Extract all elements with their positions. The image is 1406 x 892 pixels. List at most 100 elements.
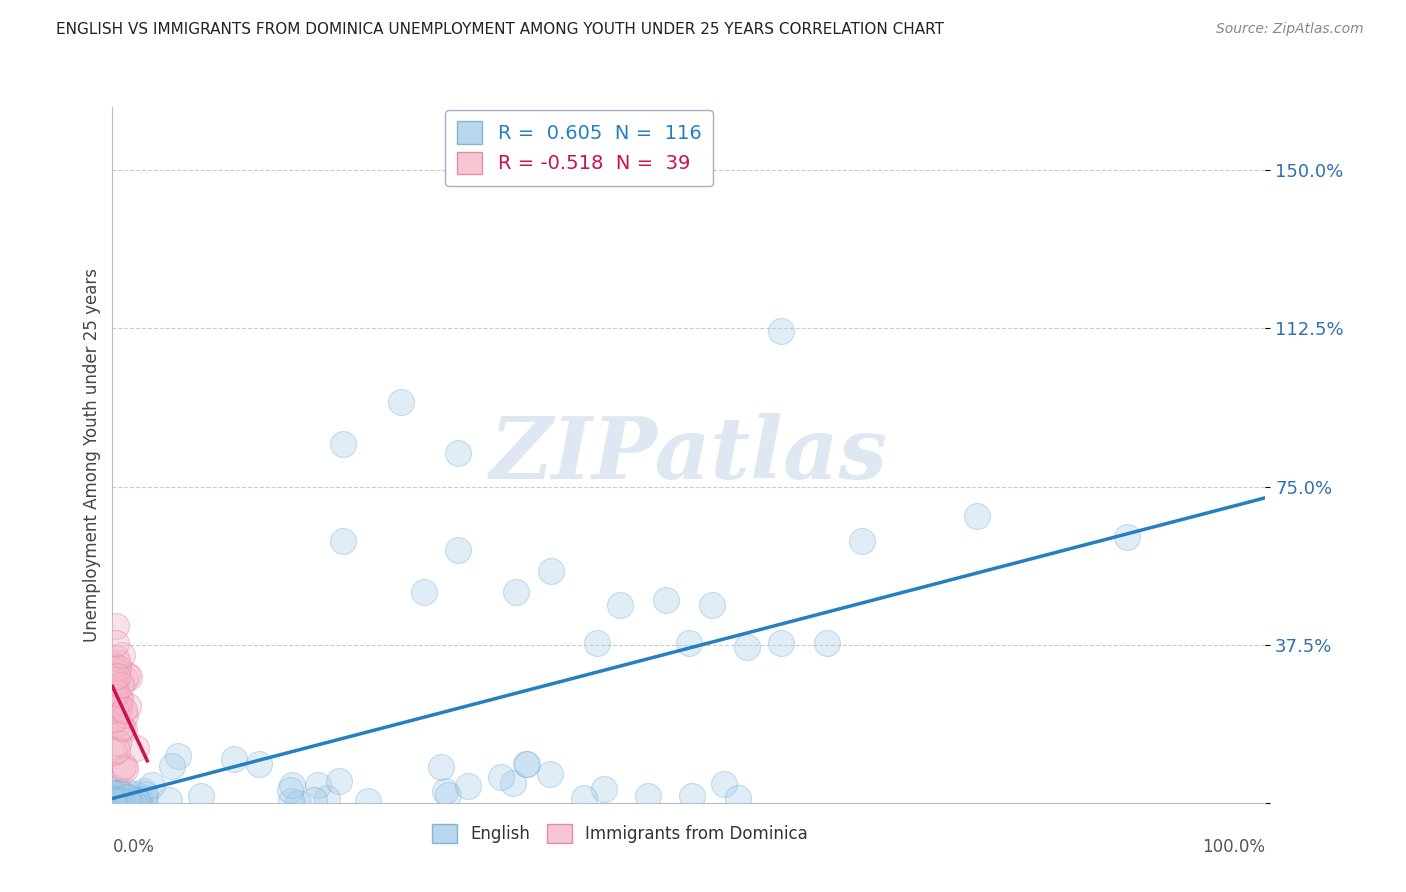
- Point: [222, 752, 245, 766]
- Point: [101, 789, 124, 803]
- Point: [103, 789, 125, 804]
- Point: [103, 794, 125, 808]
- Point: [104, 790, 127, 805]
- Point: [770, 635, 793, 649]
- Point: [127, 794, 149, 808]
- Point: [770, 324, 793, 338]
- Point: [103, 792, 125, 806]
- Point: [111, 785, 134, 799]
- Point: [115, 667, 138, 681]
- Point: [120, 796, 142, 810]
- Text: Source: ZipAtlas.com: Source: ZipAtlas.com: [1216, 22, 1364, 37]
- Point: [115, 784, 138, 798]
- Point: [516, 756, 538, 771]
- Point: [105, 793, 128, 807]
- Point: [585, 635, 607, 649]
- Point: [101, 689, 124, 703]
- Point: [437, 788, 460, 802]
- Point: [114, 762, 136, 776]
- Point: [502, 776, 524, 790]
- Point: [332, 534, 354, 549]
- Point: [247, 757, 270, 772]
- Point: [114, 708, 136, 723]
- Point: [655, 593, 678, 607]
- Point: [134, 790, 156, 805]
- Point: [103, 745, 125, 759]
- Point: [134, 788, 156, 802]
- Point: [132, 783, 155, 797]
- Point: [118, 794, 141, 808]
- Point: [117, 794, 139, 808]
- Point: [713, 777, 735, 791]
- Point: [103, 684, 125, 698]
- Point: [681, 789, 703, 803]
- Point: [316, 791, 339, 805]
- Point: [101, 794, 124, 808]
- Point: [107, 796, 129, 810]
- Point: [103, 673, 125, 687]
- Point: [104, 796, 127, 810]
- Point: [727, 790, 749, 805]
- Point: [110, 793, 132, 807]
- Point: [447, 446, 470, 460]
- Point: [105, 686, 128, 700]
- Text: 100.0%: 100.0%: [1202, 838, 1265, 855]
- Point: [157, 792, 180, 806]
- Point: [105, 792, 128, 806]
- Point: [122, 795, 145, 809]
- Point: [190, 789, 212, 803]
- Point: [105, 794, 128, 808]
- Point: [112, 759, 135, 773]
- Point: [332, 437, 354, 451]
- Point: [278, 783, 301, 797]
- Point: [735, 640, 758, 654]
- Point: [101, 675, 124, 690]
- Point: [515, 757, 537, 772]
- Point: [281, 778, 304, 792]
- Point: [107, 736, 129, 750]
- Point: [572, 791, 595, 805]
- Point: [538, 767, 561, 781]
- Point: [107, 656, 129, 670]
- Point: [105, 716, 128, 731]
- Point: [104, 789, 127, 804]
- Point: [815, 635, 838, 649]
- Point: [101, 666, 124, 681]
- Point: [505, 585, 527, 599]
- Point: [103, 789, 125, 803]
- Point: [117, 698, 139, 713]
- Point: [107, 698, 129, 713]
- Point: [103, 789, 125, 804]
- Point: [491, 770, 513, 784]
- Point: [104, 701, 127, 715]
- Point: [104, 675, 127, 690]
- Point: [700, 598, 723, 612]
- Point: [124, 788, 146, 802]
- Point: [434, 783, 457, 797]
- Point: [112, 722, 135, 736]
- Point: [110, 795, 132, 809]
- Point: [108, 795, 131, 809]
- Point: [108, 700, 131, 714]
- Point: [302, 793, 325, 807]
- Point: [108, 790, 131, 805]
- Point: [112, 795, 135, 809]
- Point: [110, 796, 132, 810]
- Point: [356, 794, 378, 808]
- Text: 0.0%: 0.0%: [112, 838, 155, 855]
- Point: [105, 743, 128, 757]
- Point: [103, 786, 125, 800]
- Point: [101, 795, 124, 809]
- Point: [107, 701, 129, 715]
- Point: [107, 661, 129, 675]
- Point: [104, 635, 127, 649]
- Point: [112, 703, 135, 717]
- Point: [851, 534, 873, 549]
- Point: [117, 789, 139, 804]
- Point: [112, 795, 135, 809]
- Point: [103, 787, 125, 801]
- Text: ZIPatlas: ZIPatlas: [489, 413, 889, 497]
- Point: [103, 690, 125, 705]
- Y-axis label: Unemployment Among Youth under 25 years: Unemployment Among Youth under 25 years: [83, 268, 101, 642]
- Point: [114, 672, 136, 686]
